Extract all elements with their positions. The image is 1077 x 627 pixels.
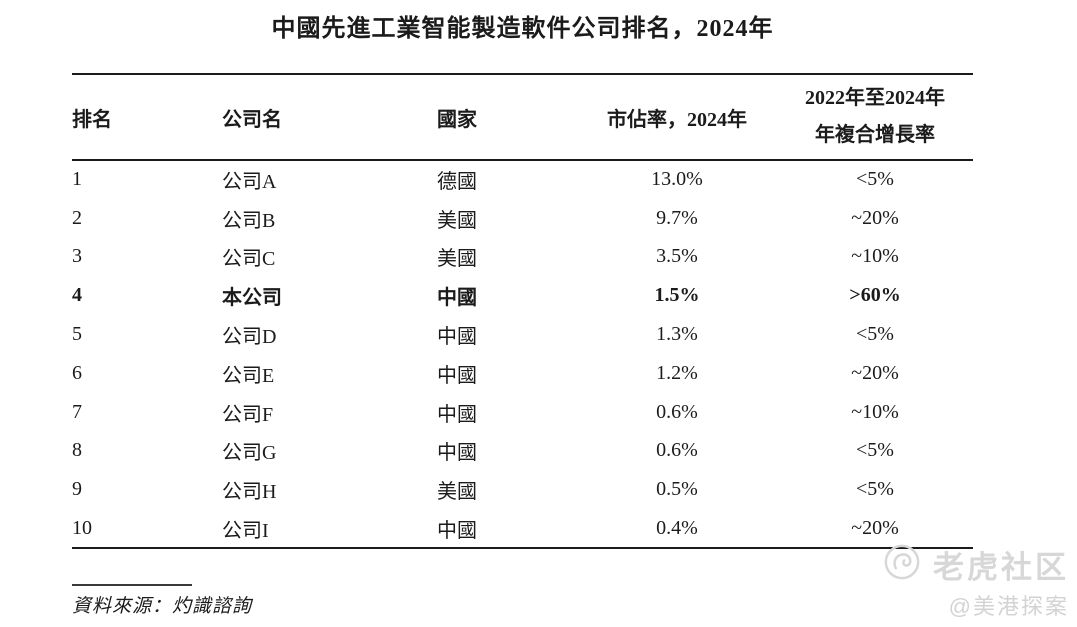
col-header-company: 公司名 — [222, 74, 437, 161]
cell-share: 13.0% — [651, 168, 703, 191]
cell-share: 1.2% — [656, 361, 698, 384]
cell-company: 公司B — [222, 209, 276, 232]
tiger-logo-icon — [883, 543, 921, 586]
table-row: 7 公司F 中國 0.6% ~10% — [72, 393, 973, 432]
cell-company: 公司G — [222, 442, 277, 465]
cell-company: 公司H — [222, 481, 277, 504]
table-row: 2 公司B 美國 9.7% ~20% — [72, 199, 973, 238]
cell-rank: 3 — [72, 245, 82, 268]
table-row: 9 公司H 美國 0.5% <5% — [72, 470, 973, 509]
col-header-rank: 排名 — [72, 74, 222, 161]
cell-company: 公司F — [222, 403, 274, 426]
cell-cagr: >60% — [849, 284, 901, 307]
cell-cagr: ~10% — [851, 400, 899, 423]
cell-rank: 4 — [72, 284, 82, 307]
source-footnote: 資料來源：灼識諮詢 — [72, 584, 252, 618]
table-row: 8 公司G 中國 0.6% <5% — [72, 432, 973, 471]
cell-cagr: ~20% — [851, 516, 899, 539]
cell-country: 中國 — [437, 442, 477, 465]
cell-share: 3.5% — [656, 245, 698, 268]
cell-share: 9.7% — [656, 206, 698, 229]
cell-country: 德國 — [437, 171, 477, 194]
source-text: 資料來源：灼識諮詢 — [72, 596, 253, 617]
table-row: 10 公司I 中國 0.4% ~20% — [72, 509, 973, 548]
cell-country: 美國 — [437, 481, 477, 504]
footnote-divider — [72, 584, 192, 586]
cell-company: 公司I — [222, 519, 269, 542]
cell-company: 公司D — [222, 326, 277, 349]
cell-country: 中國 — [437, 287, 477, 310]
cell-cagr: <5% — [856, 323, 894, 346]
cell-company: 公司C — [222, 248, 276, 271]
col-header-cagr-line1: 2022年至2024年 — [805, 87, 945, 109]
cell-company: 公司E — [222, 364, 275, 387]
cell-share: 0.6% — [656, 439, 698, 462]
watermark-handle-text: @美港探案 — [948, 594, 1069, 619]
cell-cagr: ~20% — [851, 206, 899, 229]
cell-rank: 5 — [72, 323, 82, 346]
table-body: 1 公司A 德國 13.0% <5% 2 公司B 美國 9.7% ~20% 3 公司C 美國 3.5% ~1… — [72, 160, 973, 548]
cell-country: 中國 — [437, 519, 477, 542]
table-row: 6 公司E 中國 1.2% ~20% — [72, 354, 973, 393]
cell-cagr: ~10% — [851, 245, 899, 268]
table-row: 3 公司C 美國 3.5% ~10% — [72, 238, 973, 277]
cell-share: 1.3% — [656, 323, 698, 346]
table-row: 5 公司D 中國 1.3% <5% — [72, 315, 973, 354]
cell-cagr: ~20% — [851, 361, 899, 384]
page-title: 中國先進工業智能製造軟件公司排名，2024年 — [271, 16, 774, 42]
table-row: 4 本公司 中國 1.5% >60% — [72, 276, 973, 315]
cell-company: 公司A — [222, 171, 277, 194]
cell-rank: 8 — [72, 439, 82, 462]
cell-share: 0.4% — [656, 516, 698, 539]
cell-country: 美國 — [437, 248, 477, 271]
cell-rank: 2 — [72, 206, 82, 229]
table-header-row: 排名 公司名 國家 市佔率，2024年 2022年至2024年 年複合增長率 — [72, 74, 973, 161]
cell-company: 本公司 — [222, 287, 282, 310]
cell-country: 中國 — [437, 364, 477, 387]
cell-rank: 7 — [72, 400, 82, 423]
cell-country: 中國 — [437, 403, 477, 426]
community-watermark: 老虎社区 @美港探案 — [883, 542, 1069, 621]
cell-rank: 10 — [72, 516, 92, 539]
col-header-country: 國家 — [437, 74, 577, 161]
cell-rank: 9 — [72, 478, 82, 501]
cell-cagr: <5% — [856, 168, 894, 191]
col-header-cagr-line2: 年複合增長率 — [815, 124, 935, 146]
cell-country: 中國 — [437, 326, 477, 349]
cell-cagr: <5% — [856, 478, 894, 501]
cell-country: 美國 — [437, 209, 477, 232]
cell-share: 0.5% — [656, 478, 698, 501]
cell-share: 1.5% — [654, 284, 700, 307]
watermark-brand-text: 老虎社区 — [933, 550, 1069, 585]
cell-cagr: <5% — [856, 439, 894, 462]
table-row: 1 公司A 德國 13.0% <5% — [72, 160, 973, 199]
cell-rank: 6 — [72, 361, 82, 384]
company-ranking-table: 排名 公司名 國家 市佔率，2024年 2022年至2024年 年複合增長率 1… — [72, 73, 973, 549]
cell-rank: 1 — [72, 168, 82, 191]
col-header-share: 市佔率，2024年 — [577, 74, 777, 161]
col-header-cagr: 2022年至2024年 年複合增長率 — [777, 74, 973, 161]
cell-share: 0.6% — [656, 400, 698, 423]
